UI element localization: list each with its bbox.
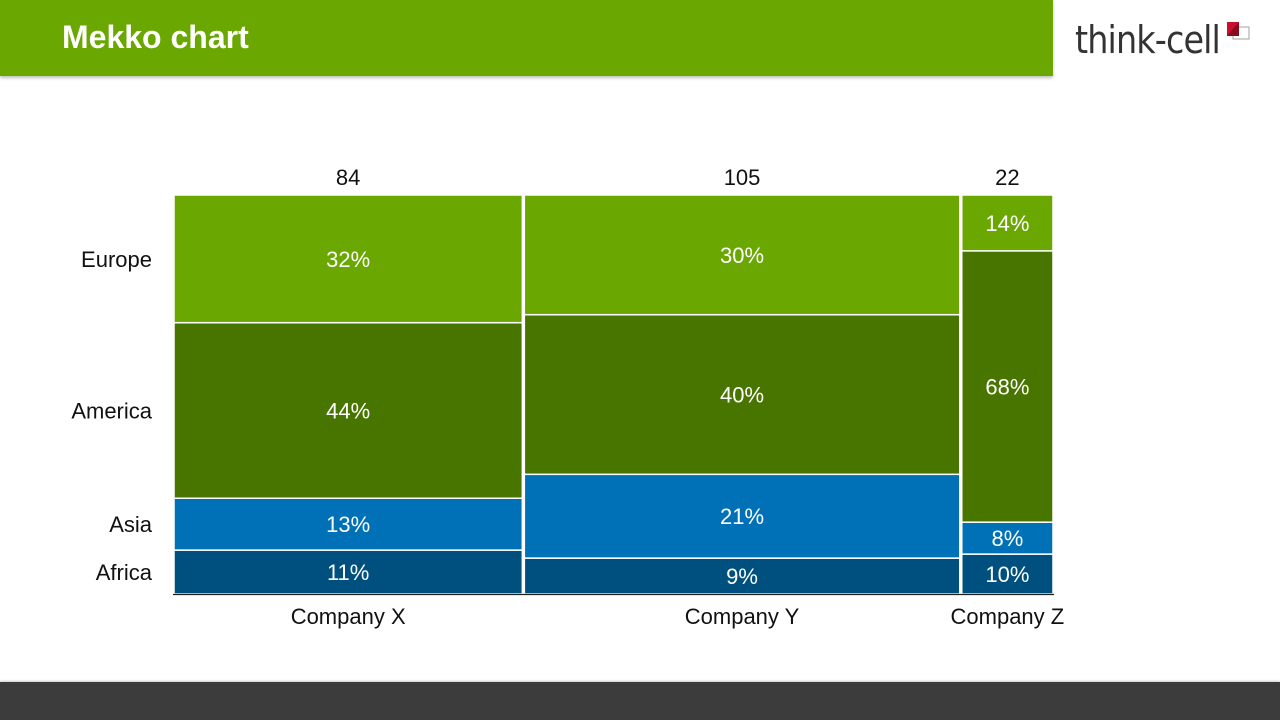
segment-label-company-y-asia: 21% — [720, 504, 764, 529]
segment-company-x-america — [173, 321, 524, 499]
footer-bar — [0, 682, 1280, 720]
segment-label-company-x-asia: 13% — [326, 512, 370, 537]
think-cell-logo: think-cell — [1075, 18, 1250, 62]
segment-label-company-z-africa: 10% — [985, 562, 1029, 587]
category-label-company-y: Company Y — [685, 604, 800, 629]
segment-company-y-europe — [523, 194, 961, 316]
series-label-asia: Asia — [109, 512, 153, 537]
logo-text: think-cell — [1075, 18, 1221, 62]
series-label-america: America — [71, 398, 152, 423]
column-total-company-z: 22 — [995, 165, 1019, 190]
segment-label-company-z-asia: 8% — [991, 526, 1023, 551]
segment-label-company-x-europe: 32% — [326, 247, 370, 272]
segment-company-x-africa — [173, 549, 524, 595]
segment-label-company-y-africa: 9% — [726, 564, 758, 589]
series-label-africa: Africa — [96, 560, 153, 585]
category-label-company-z: Company Z — [951, 604, 1065, 629]
slide-title: Mekko chart — [62, 19, 249, 55]
category-label-company-x: Company X — [291, 604, 406, 629]
series-label-europe: Europe — [81, 247, 152, 272]
segment-label-company-z-america: 68% — [985, 375, 1029, 400]
column-total-company-y: 105 — [724, 165, 761, 190]
segment-company-x-asia — [173, 497, 524, 551]
segment-label-company-y-america: 40% — [720, 383, 764, 408]
segment-label-company-x-africa: 11% — [327, 560, 369, 585]
title-bar: Mekko chart — [0, 0, 1053, 76]
segment-label-company-z-europe: 14% — [985, 211, 1029, 236]
segment-company-z-europe — [961, 194, 1054, 252]
segment-label-company-x-america: 44% — [326, 398, 370, 423]
segment-company-x-europe — [173, 194, 524, 324]
segment-company-z-america — [961, 250, 1054, 523]
logo-mark-icon — [1227, 22, 1250, 40]
segment-label-company-y-europe: 30% — [720, 243, 764, 268]
segment-company-z-asia — [961, 521, 1054, 555]
column-total-company-x: 84 — [336, 165, 360, 190]
segment-company-y-asia — [523, 473, 961, 559]
